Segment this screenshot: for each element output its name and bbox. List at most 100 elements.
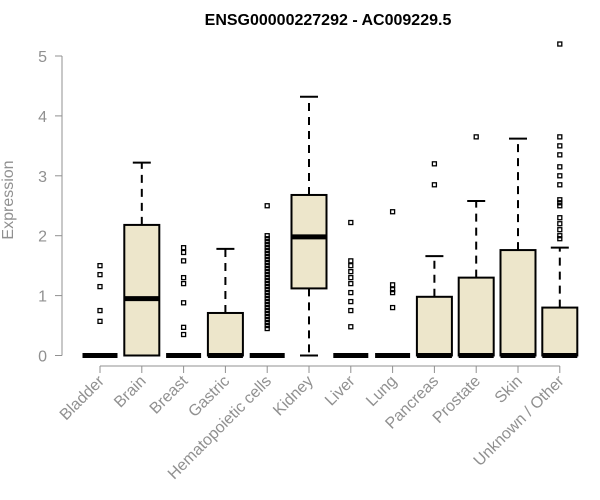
outlier-point [264, 316, 270, 323]
y-tick-label: 0 [38, 349, 47, 366]
outlier-point [473, 134, 479, 140]
outlier-point [264, 325, 270, 332]
outlier-point [264, 262, 270, 269]
outlier-point [180, 324, 187, 330]
outlier-point [180, 280, 187, 287]
box-iqr [499, 249, 537, 357]
box-1 [123, 161, 161, 357]
outlier-point [557, 233, 563, 239]
outlier-point [557, 164, 563, 170]
outlier-point [180, 300, 187, 306]
outlier-point [264, 283, 270, 290]
outlier-point [557, 227, 563, 233]
outlier-point [264, 292, 270, 299]
y-tick-label: 5 [38, 49, 47, 66]
box-iqr [290, 193, 328, 290]
outlier-point [557, 197, 563, 203]
outlier-point [264, 268, 270, 275]
outlier-point [180, 249, 187, 256]
outlier-point [348, 258, 354, 264]
x-tick-label: Skin [492, 373, 526, 407]
outlier-point [557, 182, 563, 188]
outlier-point [264, 307, 270, 314]
outlier-point [264, 233, 270, 239]
x-tick-label: Liver [322, 372, 359, 409]
outlier-point [348, 274, 354, 281]
outlier-point [264, 298, 270, 305]
x-tick-label: Breast [147, 372, 192, 417]
box-11 [541, 41, 579, 358]
x-tick-label: Kidney [270, 373, 317, 420]
x-tick-label: Brain [111, 373, 149, 411]
y-tick-label: 1 [38, 289, 47, 306]
outlier-point [180, 274, 187, 281]
outlier-point [97, 271, 103, 278]
outlier-point [557, 236, 563, 242]
outlier-point [389, 209, 396, 215]
outlier-point [557, 134, 563, 140]
box-7 [375, 209, 411, 358]
box-0 [82, 262, 118, 358]
box-iqr [206, 311, 244, 357]
box-iqr [123, 223, 161, 357]
y-tick-label: 3 [38, 169, 47, 186]
outlier-point [264, 271, 270, 278]
x-tick-label: Bladder [57, 372, 108, 423]
outlier-point [264, 280, 270, 287]
outlier-point [557, 221, 563, 227]
y-axis: 0 1 2 3 4 5 [38, 49, 63, 366]
outlier-point [431, 182, 438, 188]
outlier-point [557, 173, 563, 179]
outlier-point [264, 239, 270, 245]
outlier-point [264, 254, 270, 260]
outlier-point [389, 304, 396, 311]
box-3 [206, 247, 244, 358]
outlier-point [264, 251, 270, 257]
outlier-point [431, 161, 438, 167]
outlier-point [264, 310, 270, 317]
outlier-point [97, 318, 103, 325]
box-5 [290, 95, 328, 357]
outlier-point [557, 152, 563, 158]
y-axis-label: Expression [0, 160, 17, 239]
outlier-point [389, 286, 396, 293]
outlier-point [348, 324, 354, 330]
outlier-point [557, 215, 563, 221]
outlier-point [264, 304, 270, 311]
box-iqr [415, 295, 453, 357]
outlier-point [97, 262, 103, 269]
outlier-point [264, 236, 270, 242]
outlier-point [264, 277, 270, 284]
box-8 [415, 161, 453, 358]
box-6 [333, 219, 369, 358]
outlier-point [348, 219, 354, 226]
outlier-point [348, 307, 354, 314]
outlier-point [264, 248, 270, 254]
box-10 [499, 137, 537, 358]
outlier-point [264, 257, 270, 263]
boxes-group [82, 41, 579, 358]
chart-title: ENSG00000227292 - AC009229.5 [205, 12, 452, 29]
outlier-point [264, 295, 270, 302]
outlier-point [389, 289, 396, 296]
outlier-point [264, 286, 270, 293]
outlier-point [348, 298, 354, 305]
outlier-point [97, 307, 103, 314]
outlier-point [264, 260, 270, 266]
outlier-point [180, 245, 187, 251]
outlier-point [180, 331, 187, 338]
outlier-point [264, 322, 270, 329]
outlier-point [557, 200, 563, 206]
outlier-point [264, 319, 270, 326]
outlier-point [264, 242, 270, 248]
box-4 [249, 203, 285, 358]
outlier-point [264, 289, 270, 296]
outlier-point [348, 280, 354, 287]
outlier-point [264, 313, 270, 320]
outlier-point [348, 268, 354, 275]
outlier-point [97, 283, 103, 290]
outlier-point [264, 265, 270, 272]
box-2 [166, 245, 202, 358]
